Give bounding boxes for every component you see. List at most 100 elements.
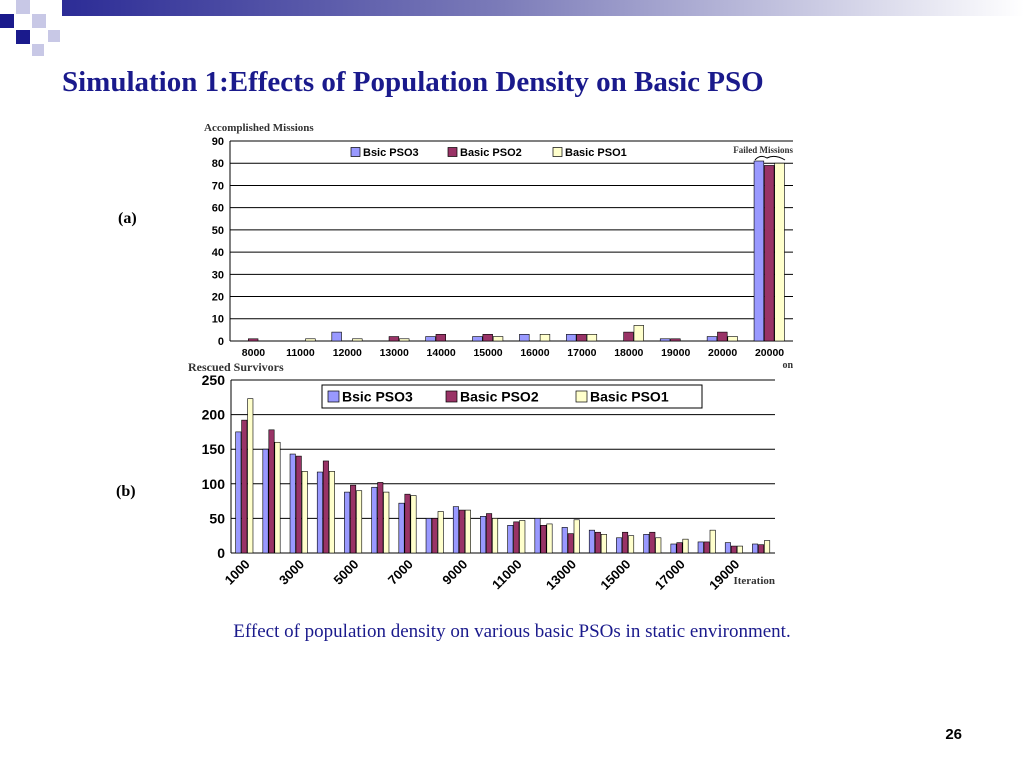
y-tick-label: 50 [212, 225, 224, 237]
bar [371, 486, 378, 554]
x-tick-label: 3000 [276, 557, 307, 588]
bar [594, 531, 601, 554]
y-tick-label: 80 [212, 158, 224, 170]
bar [492, 518, 499, 554]
bar [235, 431, 242, 554]
bar [736, 545, 743, 554]
bar [586, 334, 598, 342]
bar [352, 338, 363, 342]
bar [670, 543, 677, 554]
page-number: 26 [945, 726, 962, 743]
legend-swatch [575, 390, 588, 403]
bar [435, 334, 446, 342]
bar [377, 482, 384, 554]
bar [262, 448, 269, 554]
x-tick-label: 13000 [380, 347, 409, 359]
bar [241, 419, 248, 554]
x-axis-title-partial: on [782, 360, 793, 371]
bar [561, 527, 568, 554]
y-tick-label: 40 [212, 247, 224, 259]
bar [709, 529, 716, 554]
legend-label: Basic PSO2 [460, 147, 522, 159]
y-tick-label: 70 [212, 180, 224, 192]
bar [566, 334, 577, 342]
bar [682, 538, 689, 554]
bar [482, 334, 493, 342]
bar [328, 471, 335, 554]
x-tick-label: 15000 [473, 347, 502, 359]
bar [546, 523, 553, 554]
x-tick-label: 9000 [439, 557, 470, 588]
y-tick-label: 150 [202, 441, 226, 457]
legend-swatch [445, 390, 458, 403]
bar [717, 331, 728, 342]
bar [659, 338, 671, 342]
bar [437, 511, 444, 554]
bar [774, 162, 785, 342]
x-tick-label: 16000 [520, 347, 549, 359]
bar [706, 336, 718, 342]
bar [492, 336, 504, 342]
bar [643, 534, 650, 554]
bar [588, 529, 595, 554]
bar [519, 520, 526, 554]
x-tick-label: 20000 [755, 347, 784, 359]
legend-swatch [350, 147, 361, 157]
y-tick-label: 0 [218, 336, 224, 348]
y-tick-label: 30 [212, 269, 224, 281]
x-tick-label: 18000 [614, 347, 643, 359]
x-tick-label: 17000 [567, 347, 596, 359]
bar [247, 398, 254, 554]
bar [383, 491, 390, 554]
bar [616, 537, 623, 554]
bar [567, 533, 574, 554]
y-tick-label: 60 [212, 203, 224, 215]
y-tick-label: 50 [209, 510, 225, 526]
bar [425, 336, 436, 342]
y-tick-label: 250 [202, 372, 226, 388]
bar [274, 441, 281, 554]
bar [507, 525, 514, 554]
bar [534, 518, 541, 554]
x-tick-label: 20000 [708, 347, 737, 359]
legend-swatch [552, 147, 563, 157]
y-axis-title: Rescued Survivors [188, 360, 284, 374]
slide-caption: Effect of population density on various … [233, 621, 791, 642]
x-tick-label: 5000 [330, 557, 361, 588]
bar [633, 325, 644, 342]
y-tick-label: 200 [202, 407, 226, 423]
legend-box [345, 144, 650, 160]
bar [727, 336, 738, 342]
bar [486, 513, 493, 554]
bar [410, 495, 417, 554]
y-tick-label: 90 [212, 136, 224, 148]
x-tick-label: 7000 [385, 557, 416, 588]
bar [573, 519, 580, 554]
bar [289, 453, 296, 554]
bar [576, 334, 587, 342]
x-tick-label: 12000 [333, 347, 362, 359]
bar [425, 518, 432, 554]
bar [350, 484, 357, 554]
bar [676, 542, 683, 554]
x-tick-label: 8000 [242, 347, 266, 359]
legend-label: Basic PSO1 [565, 147, 627, 159]
slide-title: Simulation 1:Effects of Population Densi… [62, 66, 764, 98]
bar [295, 455, 302, 554]
bar [301, 471, 308, 554]
bar [480, 516, 487, 554]
bar [399, 338, 410, 342]
bar [649, 531, 656, 554]
bar [540, 525, 547, 554]
bar [452, 506, 459, 554]
bar [655, 537, 662, 554]
bar [519, 334, 530, 342]
bar [388, 336, 400, 342]
x-tick-label: 14000 [427, 347, 456, 359]
legend-label: Bsic PSO3 [363, 147, 419, 159]
bar [404, 493, 411, 554]
x-tick-label: 15000 [597, 557, 633, 593]
bar [322, 460, 329, 554]
bar [764, 165, 775, 342]
bar [730, 545, 737, 554]
